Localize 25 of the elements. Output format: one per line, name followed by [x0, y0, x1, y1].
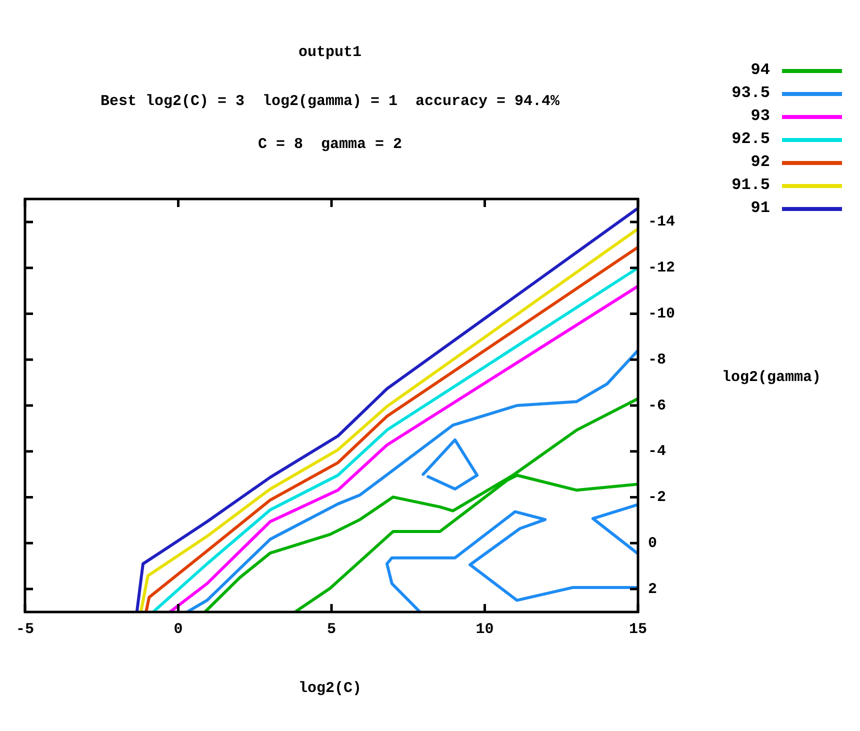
x-axis-title: log2(C): [298, 680, 362, 697]
legend-label: 93.5: [732, 83, 770, 104]
legend-label: 94: [750, 60, 770, 81]
y-tick-label: -2: [648, 489, 666, 506]
y-axis-title: log2(gamma): [722, 369, 822, 386]
y-tick-label: -4: [648, 443, 666, 460]
y-tick-label: -8: [648, 351, 666, 368]
chart-title: output1: [298, 44, 362, 61]
legend-label: 93: [750, 106, 770, 127]
legend-label: 92: [750, 152, 770, 173]
y-tick-label: 2: [648, 580, 658, 598]
y-tick-label: 0: [648, 534, 658, 552]
legend-label: 91.5: [732, 175, 770, 196]
text: Best log2(C) = 3 log2(gamma) = 1 accuracy = 94.4% C = 8 gamma = 2: [100, 93, 560, 153]
y-tick-label: -10: [648, 306, 676, 323]
legend-label: 91: [750, 198, 770, 219]
x-tick-label: 0: [174, 620, 183, 638]
x-tick-label: -5: [16, 620, 34, 638]
y-tick-label: -6: [648, 397, 666, 414]
x-tick-label: 15: [628, 620, 648, 638]
y-tick-label: -14: [648, 214, 676, 231]
x-tick-label: 10: [476, 620, 494, 638]
x-tick-label: 5: [326, 620, 336, 638]
legend-label: 92.5: [732, 129, 770, 150]
y-tick-label: -12: [648, 260, 676, 277]
